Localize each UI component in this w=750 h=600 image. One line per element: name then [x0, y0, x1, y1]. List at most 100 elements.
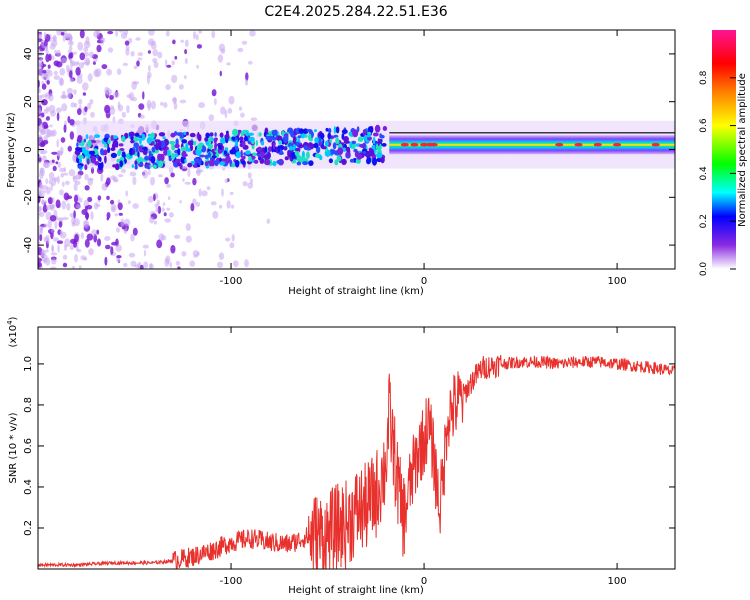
spectrogram-cell — [158, 233, 165, 241]
spectrogram-cell — [335, 126, 340, 134]
spectrogram-cell — [72, 176, 76, 180]
spectrogram-cell — [57, 149, 61, 157]
spectrogram-cell — [38, 88, 41, 94]
spectrogram-y-tick-label: 40 — [23, 48, 34, 61]
spectrogram-cell — [66, 202, 71, 211]
colorbar-bar — [712, 30, 736, 269]
spectrogram-cell — [78, 62, 85, 69]
spectrogram-cell — [343, 136, 349, 143]
spectrogram-cell — [359, 144, 365, 148]
spectrogram-cell — [77, 165, 83, 169]
spectrogram-cell — [271, 129, 278, 136]
spectrogram-cell — [189, 144, 194, 152]
spectrogram-cell — [56, 139, 59, 148]
spectrogram-cell — [120, 218, 125, 228]
spectrogram-cell — [40, 249, 45, 256]
spectrogram-cell — [163, 149, 168, 156]
spectrogram-cell — [295, 147, 301, 152]
spectrogram-cell — [317, 142, 323, 147]
spectrogram-cell — [243, 135, 249, 142]
spectrogram-cell — [38, 123, 44, 133]
colorbar-tick-label: 0.6 — [699, 118, 709, 133]
spectrogram-cell — [229, 242, 235, 249]
spectrogram-cell — [150, 156, 156, 164]
spectrogram-cell — [39, 189, 46, 194]
spectrogram-cell — [198, 30, 202, 34]
spectrogram-cell — [249, 30, 256, 37]
spectrogram-cell — [142, 91, 145, 100]
spectrogram-cell — [166, 207, 171, 211]
spectrogram-cell — [153, 220, 157, 225]
spectrogram-cell — [170, 153, 176, 160]
spectrogram-cell — [251, 152, 257, 157]
spectrogram-cell — [328, 158, 333, 164]
spectrogram-cell — [175, 260, 181, 266]
colorbar-ticks: 0.0 0.2 0.4 0.6 0.8 — [699, 70, 736, 276]
spectrogram-cell — [103, 137, 109, 143]
spectrogram-cell — [56, 107, 62, 113]
spectrogram-cell — [119, 148, 125, 152]
spectrogram-cell — [195, 201, 201, 207]
spectrogram-cell — [105, 244, 111, 250]
spectrogram-cell — [214, 98, 217, 106]
spectrogram-cell — [354, 150, 360, 158]
spectrogram-cell — [99, 156, 102, 163]
spectrogram-cell — [117, 174, 124, 178]
spectrogram-cell — [276, 159, 283, 164]
spectrogram-cell — [224, 153, 230, 157]
spectrogram-cell — [379, 133, 382, 138]
snr-y-tick-label: 0.8 — [23, 397, 34, 413]
spectrogram-cell — [52, 165, 57, 172]
colorbar-label: Normalized spectral amplitude — [737, 73, 748, 227]
spectrogram-cell — [187, 168, 191, 178]
colorbar-tick-label: 0.8 — [699, 70, 709, 85]
spectrogram-cell — [189, 260, 196, 268]
spectrogram-peak — [400, 142, 409, 147]
spectrogram-cell — [220, 106, 226, 115]
spectrogram-cell — [192, 177, 197, 186]
spectrogram-cell — [56, 30, 62, 36]
colorbar-tick-label: 0.4 — [699, 166, 709, 181]
spectrogram-cell — [110, 203, 117, 213]
spectrogram-cell — [182, 178, 185, 183]
spectrogram-cell — [250, 117, 258, 121]
spectrogram-cell — [237, 47, 244, 53]
spectrogram-cell — [157, 153, 162, 161]
spectrogram-cell — [242, 155, 246, 160]
spectrogram-cell — [43, 223, 48, 228]
spectrogram-cell — [334, 159, 339, 166]
spectrogram-cell — [181, 251, 187, 257]
spectrogram-cell — [63, 172, 68, 176]
spectrogram-cell — [232, 128, 239, 137]
spectrogram-cell — [219, 157, 222, 162]
spectrogram-cell — [147, 103, 151, 111]
spectrogram-cell — [84, 106, 88, 112]
spectrogram-cell — [43, 31, 47, 39]
spectrogram-cell — [111, 241, 118, 246]
spectrogram-cell — [96, 229, 100, 235]
spectrogram-cell — [93, 69, 100, 78]
spectrogram-cell — [346, 146, 351, 153]
spectrogram-cell — [61, 57, 67, 64]
spectrogram-cell — [71, 216, 76, 225]
spectrogram-cell — [155, 146, 159, 151]
spectrogram-cell — [151, 146, 156, 153]
spectrogram-x-tick-label: 100 — [608, 276, 627, 287]
spectrogram-cell — [164, 59, 168, 67]
spectrogram-cell — [101, 64, 108, 70]
spectrogram-cell — [149, 216, 155, 224]
spectrogram-cell — [174, 143, 180, 149]
spectrogram-cell — [88, 177, 94, 181]
spectrogram-cell — [118, 143, 124, 147]
spectrogram-cell — [135, 145, 139, 153]
spectrogram-cell — [283, 146, 288, 151]
spectrogram-cell — [51, 159, 55, 163]
spectrogram-cell — [294, 149, 300, 157]
spectrogram-cell — [170, 132, 176, 138]
spectrogram-cell — [78, 197, 83, 203]
spectrogram-cell — [157, 160, 164, 168]
spectrogram-cell — [121, 136, 126, 142]
spectrogram-cell — [68, 45, 73, 52]
spectrogram-cell — [51, 244, 54, 253]
spectrogram-cell — [187, 162, 193, 168]
